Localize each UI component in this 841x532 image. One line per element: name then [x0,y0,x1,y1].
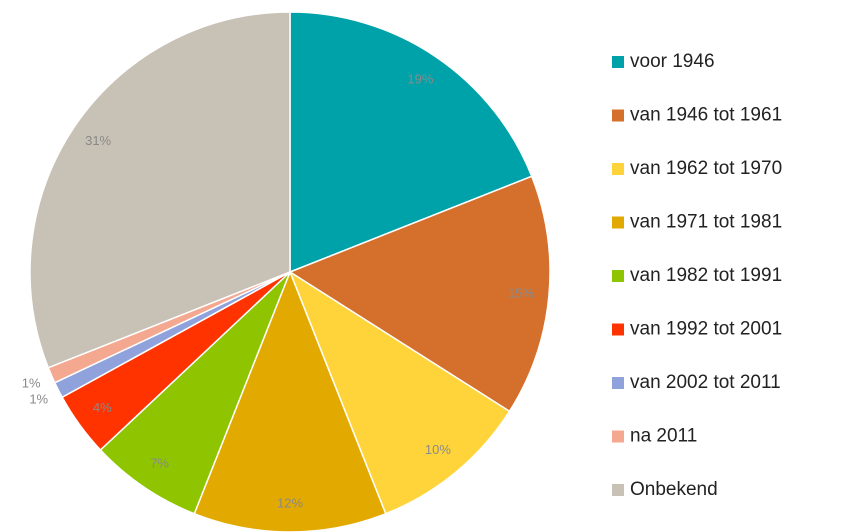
data-label: 7% [150,455,169,470]
pie-slice [99,271,291,515]
legend-label: voor 1946 [630,51,715,72]
legend-swatch [612,270,624,282]
data-label: 19% [407,72,433,87]
legend-swatch [612,56,624,68]
legend-label: van 1992 tot 2001 [630,319,782,340]
data-label: 31% [85,133,111,148]
data-label: 1% [29,391,48,406]
legend-swatch [612,484,624,496]
legend-label: van 1946 tot 1961 [630,105,782,126]
pie-slice [289,11,533,274]
legend-swatch [612,377,624,389]
legend-swatch [612,216,624,229]
data-label: 15% [508,285,534,300]
pie-slice [288,175,551,413]
legend-label: na 2011 [630,426,697,447]
legend-swatch [612,163,624,175]
legend-label: van 1982 tot 1991 [630,265,782,286]
legend-label: Onbekend [630,479,718,500]
data-label: 1% [22,375,41,390]
legend-label: van 1971 tot 1981 [630,212,782,233]
pie-slice [29,11,291,369]
legend-label: van 1962 tot 1970 [630,158,782,179]
data-label: 12% [277,495,303,510]
data-label: 10% [425,442,451,457]
legend-swatch [612,109,624,122]
legend-swatch [612,323,624,336]
legend-swatch [612,430,624,443]
legend-label: van 2002 tot 2011 [630,372,781,393]
data-label: 4% [93,400,112,415]
pie-slice [288,270,511,515]
